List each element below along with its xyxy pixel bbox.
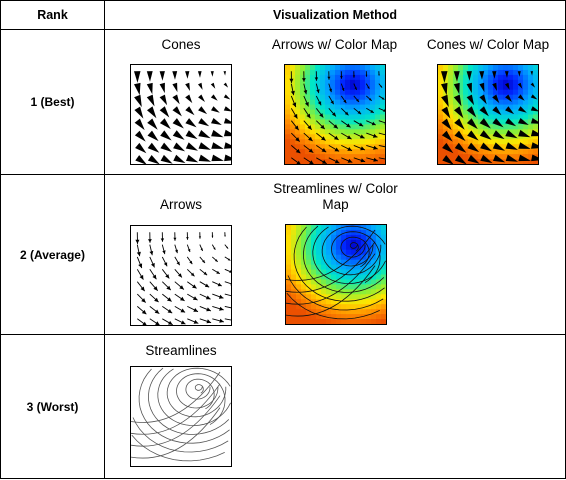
streamlines-image bbox=[130, 366, 232, 467]
rank-label: 1 (Best) bbox=[0, 29, 105, 175]
vis-label: Arrows bbox=[159, 197, 202, 212]
cones-color-map-image bbox=[437, 64, 539, 165]
methods-cell: Cones Arrows w/ Color Map Cones w/ Color… bbox=[104, 29, 566, 175]
cone-glyphs bbox=[441, 71, 539, 165]
streamlines bbox=[130, 367, 231, 462]
vis-label: Streamlines w/ Color Map bbox=[273, 181, 398, 212]
table-row-rank-2: 2 (Average) Arrows Streamlines w/ Color … bbox=[0, 174, 566, 335]
streamlines bbox=[285, 225, 386, 320]
rank-label: 3 (Worst) bbox=[0, 334, 105, 479]
vis-cones: Cones bbox=[130, 37, 232, 173]
vis-label: Cones bbox=[161, 37, 201, 52]
arrow-glyphs bbox=[288, 71, 386, 165]
color-map bbox=[284, 65, 386, 165]
vis-arrows: Arrows bbox=[130, 197, 232, 333]
vis-streamlines: Streamlines bbox=[130, 343, 232, 475]
arrow-glyphs bbox=[135, 232, 232, 326]
methods-cell: Streamlines bbox=[104, 334, 566, 479]
streamlines-color-map-image bbox=[284, 224, 387, 325]
vis-label: Arrows w/ Color Map bbox=[271, 37, 398, 52]
cone-glyphs bbox=[134, 71, 232, 165]
method-header: Visualization Method bbox=[104, 0, 566, 30]
header-row: Rank Visualization Method bbox=[0, 0, 566, 30]
vis-cones-color-map: Cones w/ Color Map bbox=[413, 37, 563, 173]
arrows-color-map-image bbox=[283, 64, 386, 165]
table-row-rank-1: 1 (Best) Cones Arrows w/ Color Map Cones… bbox=[0, 29, 566, 175]
table-row-rank-3: 3 (Worst) Streamlines bbox=[0, 334, 566, 479]
methods-cell: Arrows Streamlines w/ Color Map bbox=[104, 174, 566, 335]
vis-streamlines-color-map: Streamlines w/ Color Map bbox=[263, 181, 408, 333]
rank-label: 2 (Average) bbox=[0, 174, 105, 335]
cones-image bbox=[130, 64, 232, 165]
vis-arrows-color-map: Arrows w/ Color Map bbox=[257, 37, 412, 173]
rank-header: Rank bbox=[0, 0, 105, 30]
vis-label: Cones w/ Color Map bbox=[426, 37, 550, 52]
vis-label: Streamlines bbox=[145, 343, 217, 358]
arrows-image bbox=[130, 225, 232, 326]
